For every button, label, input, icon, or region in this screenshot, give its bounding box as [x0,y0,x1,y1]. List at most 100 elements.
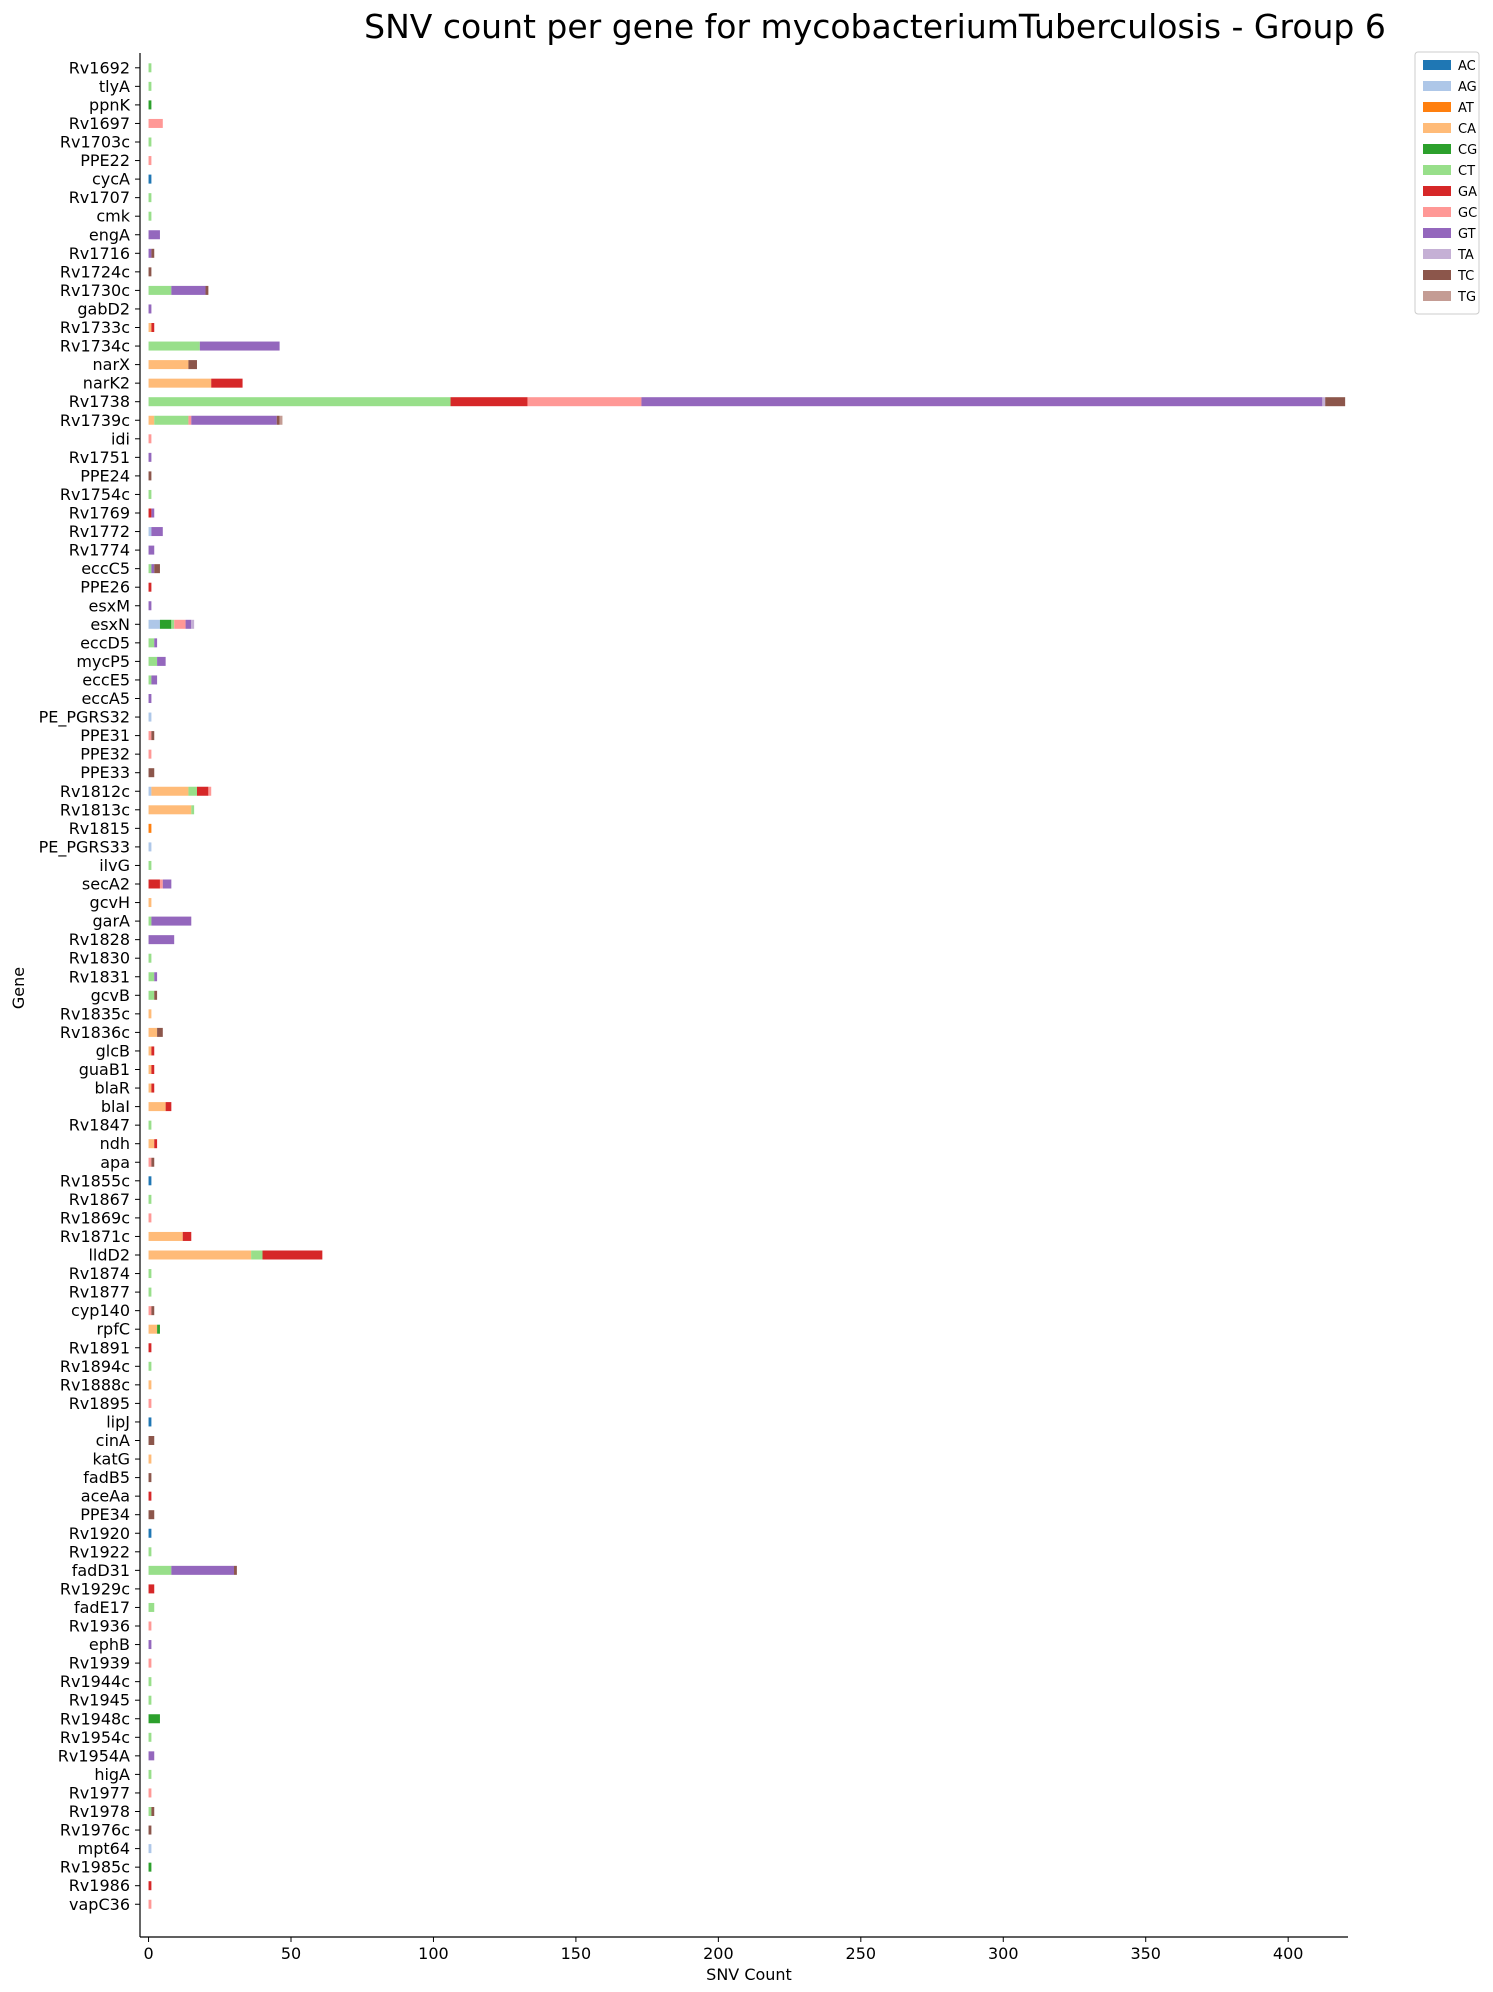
y-tick-label: fadB5 [83,1468,130,1487]
bar-segment-esxM-GT [148,601,152,611]
y-tick-label: gcvH [90,893,130,912]
y-tick-label: PPE24 [80,466,130,485]
bar-segment-Rv1754c-CT [148,489,152,499]
bar-segment-PE_PGRS33-AG [148,842,152,852]
bar-segment-Rv1944c-CT [148,1677,152,1687]
y-tick-label: Rv1774 [69,541,130,560]
y-tick-label: Rv1828 [69,930,130,949]
legend-label-GA: GA [1458,185,1477,200]
bar-segment-esxN-GT [185,619,192,629]
bar-segment-esxN-AG [148,619,160,629]
y-tick-label: Rv1738 [69,392,130,411]
bar-segment-fadB5-TC [148,1473,152,1483]
y-tick-label: Rv1847 [69,1116,130,1135]
y-tick-label: Rv1986 [69,1876,130,1895]
y-tick-label: Rv1895 [69,1394,130,1413]
y-tick-label: rpfC [96,1320,130,1339]
bar-segment-Rv1939-GC [148,1658,152,1668]
y-tick-label: mpt64 [78,1839,130,1858]
bar-segment-Rv1734c-GT [199,341,280,351]
bar-segment-tlyA-CT [148,81,152,91]
y-tick-label: blaR [94,1079,130,1098]
bar-segment-fadD31-CT [148,1565,172,1575]
bar-segment-Rv1871c-CA [148,1231,183,1241]
y-tick-label: esxM [89,596,130,615]
bar-segment-Rv1733c-CA [148,323,152,332]
x-tick-label: 350 [1130,1944,1161,1963]
y-tick-label: cyp140 [71,1301,130,1320]
y-tick-label: idi [111,429,130,448]
bar-segment-Rv1977-GC [148,1788,152,1798]
bar-segment-Rv1855c-AC [148,1176,152,1186]
legend-swatch-TG [1423,291,1451,301]
bar-segment-Rv1954A-GT [148,1751,155,1761]
bar-segment-blaR-GA [151,1083,155,1093]
legend-swatch-AG [1423,81,1451,91]
y-tick-label: narX [93,355,131,374]
bar-segment-Rv1812c-GA [196,786,209,796]
x-tick-label: 100 [418,1944,449,1963]
legend-label-AG: AG [1458,80,1477,95]
bar-segment-Rv1733c-GA [151,323,155,332]
y-tick-label: mycP5 [76,652,130,671]
legend: AC AG AT CA CG CT GA GC GT TA TC TG [1414,51,1480,315]
bar-segment-Rv1730c-TC [205,285,209,295]
y-tick-label: Rv1945 [69,1691,130,1710]
bar-segment-engA-GT [148,230,160,240]
bar-segment-aceAa-GA [148,1491,152,1501]
bar-segment-Rv1813c-CA [148,805,192,815]
legend-label-CA: CA [1458,122,1476,137]
y-tick-label: PPE34 [80,1505,130,1524]
bar-segment-apa-GC [148,1157,152,1167]
bar-segment-Rv1738-GT [641,397,1323,407]
bar-segment-Rv1739c-GT [191,415,277,425]
bar-segment-Rv1948c-CG [148,1714,160,1724]
y-tick-label: Rv1894c [60,1357,130,1376]
bar-segment-ilvG-CT [148,860,152,870]
bar-segment-gcvB-TC [154,990,158,1000]
bar-segment-Rv1836c-TC [157,1027,163,1037]
y-tick-label: Rv1929c [60,1579,130,1598]
y-tick-label: ppnK [89,95,130,114]
bar-segment-eccA5-GT [148,694,152,703]
bar-segment-esxN-CG [159,619,172,629]
bar-segment-Rv1730c-CT [148,285,172,295]
y-tick-label: Rv1867 [69,1190,130,1209]
bar-segment-fadD31-TC [234,1565,237,1575]
bar-segment-Rv1724c-TC [148,267,152,277]
y-tick-label: Rv1724c [60,262,130,281]
y-tick-label: Rv1874 [69,1264,130,1283]
legend-swatch-GC [1423,207,1451,217]
y-tick-label: Rv1812c [60,782,130,801]
y-tick-label: fadE17 [74,1598,130,1617]
y-tick-label: Rv1716 [69,244,130,263]
y-tick-label: Rv1920 [69,1524,130,1543]
bar-segment-Rv1954c-CT [148,1732,152,1742]
bar-segment-Rv1751-GT [148,452,152,462]
bar-segment-Rv1894c-CT [148,1361,152,1371]
bar-segment-Rv1812c-GC [208,786,212,796]
bar-segment-rpfC-CA [148,1324,158,1334]
bar-segment-fadD31-GT [171,1565,235,1575]
y-tick-label: PPE22 [80,151,130,170]
bar-segment-Rv1738-TC [1325,397,1346,407]
bar-segment-esxN-GC [174,619,186,629]
y-tick-label: Rv1836c [60,1023,130,1042]
bar-segment-Rv1769-GT [151,508,155,518]
y-tick-label: Rv1948c [60,1709,130,1728]
bar-segment-narK2-CA [148,378,212,388]
bar-segment-esxN-TA [191,619,195,629]
legend-label-AT: AT [1458,101,1474,116]
chart-title: SNV count per gene for mycobacteriumTube… [364,7,1386,46]
axes-layer: Rv1692tlyAppnKRv1697Rv1703cPPE22cycARv17… [39,53,1348,1963]
bar-segment-blaI-GA [165,1102,172,1112]
bar-segment-PPE24-TC [148,471,152,481]
y-tick-label: PPE26 [80,578,130,597]
bar-segment-Rv1769-GA [148,508,152,518]
bar-segment-Rv1836c-CA [148,1027,158,1037]
bar-segment-Rv1734c-CT [148,341,200,351]
x-tick-label: 150 [561,1944,592,1963]
bar-segment-Rv1828-GT [148,935,175,945]
bar-segment-gcvB-CT [148,990,155,1000]
